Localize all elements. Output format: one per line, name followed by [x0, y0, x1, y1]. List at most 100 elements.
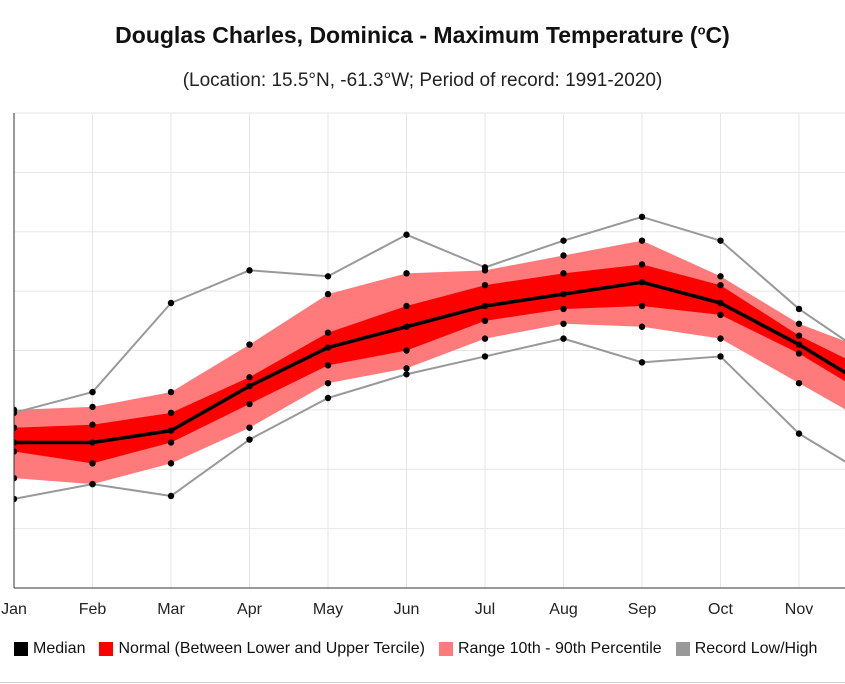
x-tick-label: Jul [475, 601, 495, 618]
range-lower-point [403, 365, 410, 372]
x-tick-label: May [313, 601, 343, 618]
normal-lower-point [167, 439, 175, 446]
record-high-point [167, 299, 175, 307]
record-high-point [638, 213, 646, 221]
normal-upper-point [89, 421, 96, 428]
range-lower-point [246, 424, 253, 431]
x-tick-label: Aug [549, 601, 577, 618]
record-high-point [89, 388, 96, 396]
legend-item-record: Record Low/High [675, 640, 818, 658]
chart-legend: Median Normal (Between Lower and Upper T… [14, 640, 831, 658]
range-upper-point [717, 273, 724, 280]
record-high-point [403, 231, 410, 238]
range-lower-point [324, 379, 332, 387]
x-tick-label: Jan [1, 601, 27, 618]
median-point [89, 439, 96, 446]
normal-lower-point [246, 400, 253, 408]
range-upper-point [324, 290, 332, 298]
x-tick-label: Nov [785, 601, 813, 618]
median-point [246, 382, 253, 390]
normal-band [14, 264, 845, 464]
normal-lower-point [89, 460, 96, 467]
median-point [324, 344, 332, 351]
median-point [638, 279, 646, 286]
x-tick-label: Jun [394, 601, 420, 618]
normal-lower-point [717, 311, 724, 319]
range-lower-point [14, 474, 18, 482]
legend-swatch-range [439, 642, 453, 656]
median-line [14, 280, 845, 445]
chart-subtitle: (Location: 15.5°N, -61.3°W; Period of re… [182, 70, 663, 91]
legend-label-range: Range 10th - 90th Percentile [458, 640, 662, 657]
record-low-point [324, 394, 332, 402]
range-upper-point [89, 403, 96, 411]
legend-item-median: Median [14, 640, 85, 658]
normal-lower-point [481, 317, 489, 325]
record-low-point [717, 353, 724, 360]
x-tick-label: Oct [708, 601, 733, 618]
x-tick-label: Mar [157, 601, 185, 618]
chart-title-unit-prefix: ( [689, 22, 698, 48]
bottom-divider [0, 682, 845, 683]
legend-item-normal: Normal (Between Lower and Upper Tercile) [99, 640, 425, 658]
chart-title: Douglas Charles, Dominica - Maximum Temp… [0, 22, 845, 49]
median-point [795, 341, 803, 348]
record-high-point [246, 267, 253, 274]
normal-upper-point [14, 424, 18, 431]
normal-upper-point [560, 270, 567, 277]
median-point [717, 299, 724, 307]
normal-upper-point [795, 332, 803, 339]
range-upper-point [481, 267, 489, 274]
normal-lower-point [324, 362, 332, 369]
normal-lower-point [560, 305, 567, 313]
record-low-point [638, 359, 646, 366]
normal-upper-point [324, 329, 332, 336]
legend-label-record: Record Low/High [694, 640, 818, 657]
record-high-point [795, 305, 803, 313]
range-upper-point [795, 320, 803, 327]
normal-lower-point [638, 302, 646, 310]
median-point [560, 290, 567, 298]
x-tick-label: Feb [79, 601, 107, 618]
chart-title-unit-sup: o [697, 22, 706, 38]
range-upper-point [560, 252, 567, 259]
chart-title-unit-suffix: C) [705, 22, 730, 48]
normal-lower-point [795, 350, 803, 357]
range-lower-point [717, 335, 724, 342]
record-low-point [403, 371, 410, 378]
range-upper-point [14, 406, 18, 414]
normal-upper-point [403, 302, 410, 310]
record-high-point [324, 273, 332, 280]
normal-upper-point [638, 261, 646, 268]
record-low-line [14, 337, 845, 500]
range-lower-point [638, 323, 646, 330]
range-lower-point [89, 480, 96, 488]
record-low-point [560, 335, 567, 342]
normal-upper-point [481, 281, 489, 289]
x-tick-label: Sep [628, 601, 657, 618]
legend-item-range: Range 10th - 90th Percentile [439, 640, 662, 658]
range-lower-point [560, 320, 567, 327]
range-lower-point [795, 379, 803, 387]
record-low-point [167, 492, 175, 500]
chart-title-text: Douglas Charles, Dominica - Maximum Temp… [115, 22, 684, 48]
record-low-point [14, 495, 18, 503]
normal-lower-point [14, 448, 18, 455]
record-low-point [246, 436, 253, 443]
legend-label-normal: Normal (Between Lower and Upper Tercile) [118, 640, 425, 657]
record-low-point [795, 430, 803, 437]
range-upper-point [167, 388, 175, 396]
range-upper-point [246, 341, 253, 348]
record-low-point [481, 353, 489, 360]
normal-upper-point [246, 374, 253, 381]
range-lower-point [481, 335, 489, 342]
record-high-point [560, 237, 567, 244]
range-upper-point [638, 237, 646, 244]
normal-upper-point [167, 409, 175, 417]
normal-lower-point [403, 347, 410, 354]
normal-upper-point [717, 281, 724, 289]
range-lower-point [167, 460, 175, 467]
legend-swatch-record [675, 642, 690, 656]
median-point [167, 427, 175, 434]
